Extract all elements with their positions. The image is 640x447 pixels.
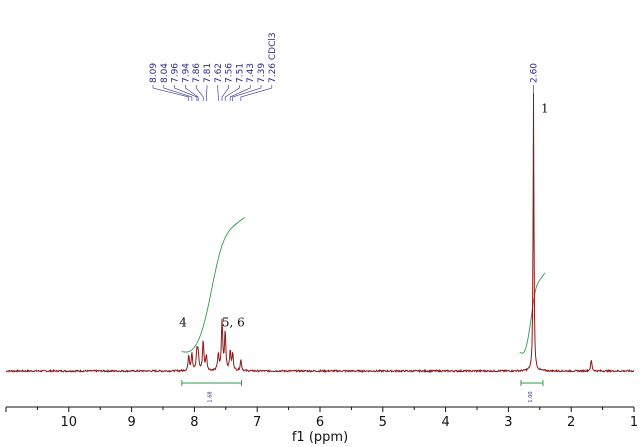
annotation-2: 5, 6 <box>222 316 245 330</box>
peak-label-connector <box>224 85 240 101</box>
peak-label-11: 7.26 CDCl3 <box>268 32 278 83</box>
x-tick-label: 6 <box>316 415 324 430</box>
peak-label-10: 7.39 <box>257 63 267 83</box>
peak-label-5: 7.81 <box>203 63 213 83</box>
x-axis: 10 9 8 7 6 5 4 3 2 1 <box>5 406 638 430</box>
peak-label-3: 7.94 <box>181 63 191 83</box>
peak-label-7: 7.56 <box>225 63 235 83</box>
peak-label-connector <box>185 85 199 101</box>
annotation-0: 1 <box>541 101 549 115</box>
peak-label-8: 7.51 <box>235 63 245 83</box>
integral-curves <box>181 217 546 354</box>
annotation-1: 4 <box>179 316 187 330</box>
peak-label-connector <box>195 85 204 101</box>
peak-label-1: 8.04 <box>160 63 170 83</box>
annotation-group: 1 4 5, 6 <box>179 101 548 329</box>
peak-label-connector <box>206 85 208 101</box>
integral-value-1: 1.68 <box>208 391 214 402</box>
peak-label-right-0: 2.60 <box>530 63 540 83</box>
spectrum-line <box>5 93 635 374</box>
peak-label-2: 7.96 <box>171 63 181 83</box>
x-tick-label: 10 <box>61 415 78 430</box>
peak-label-group: 8.09 8.04 7.96 7.94 7.86 7.81 7.62 7.56 7.51 7.43… <box>149 32 540 101</box>
peak-label-connector <box>229 85 251 101</box>
x-tick-label: 8 <box>190 415 198 430</box>
integral-curve-1 <box>181 217 245 353</box>
integral-bars: 1.68 1.00 <box>181 380 544 403</box>
x-tick-label: 5 <box>379 415 387 430</box>
peak-label-connector <box>152 85 190 101</box>
peak-label-6: 7.62 <box>214 63 224 83</box>
x-tick-label: 2 <box>567 415 575 430</box>
peak-label-4: 7.86 <box>192 63 202 83</box>
peak-label-0: 8.09 <box>149 63 159 83</box>
x-axis-label: f1 (ppm) <box>292 430 348 445</box>
peak-label-connector <box>240 85 273 101</box>
integral-value-2: 1.00 <box>528 391 534 402</box>
peak-label-9: 7.43 <box>246 63 256 83</box>
x-tick-label: 3 <box>504 415 512 430</box>
x-tick-label: 7 <box>253 415 261 430</box>
peak-label-connector <box>232 85 262 101</box>
spectrum-trace <box>5 93 635 374</box>
peak-label-connector <box>174 85 198 101</box>
x-tick-label: 4 <box>441 415 449 430</box>
peak-label-connector <box>221 85 229 101</box>
peak-label-connector <box>163 85 193 101</box>
x-tick-label: 1 <box>630 415 638 430</box>
x-tick-label: 9 <box>127 415 135 430</box>
